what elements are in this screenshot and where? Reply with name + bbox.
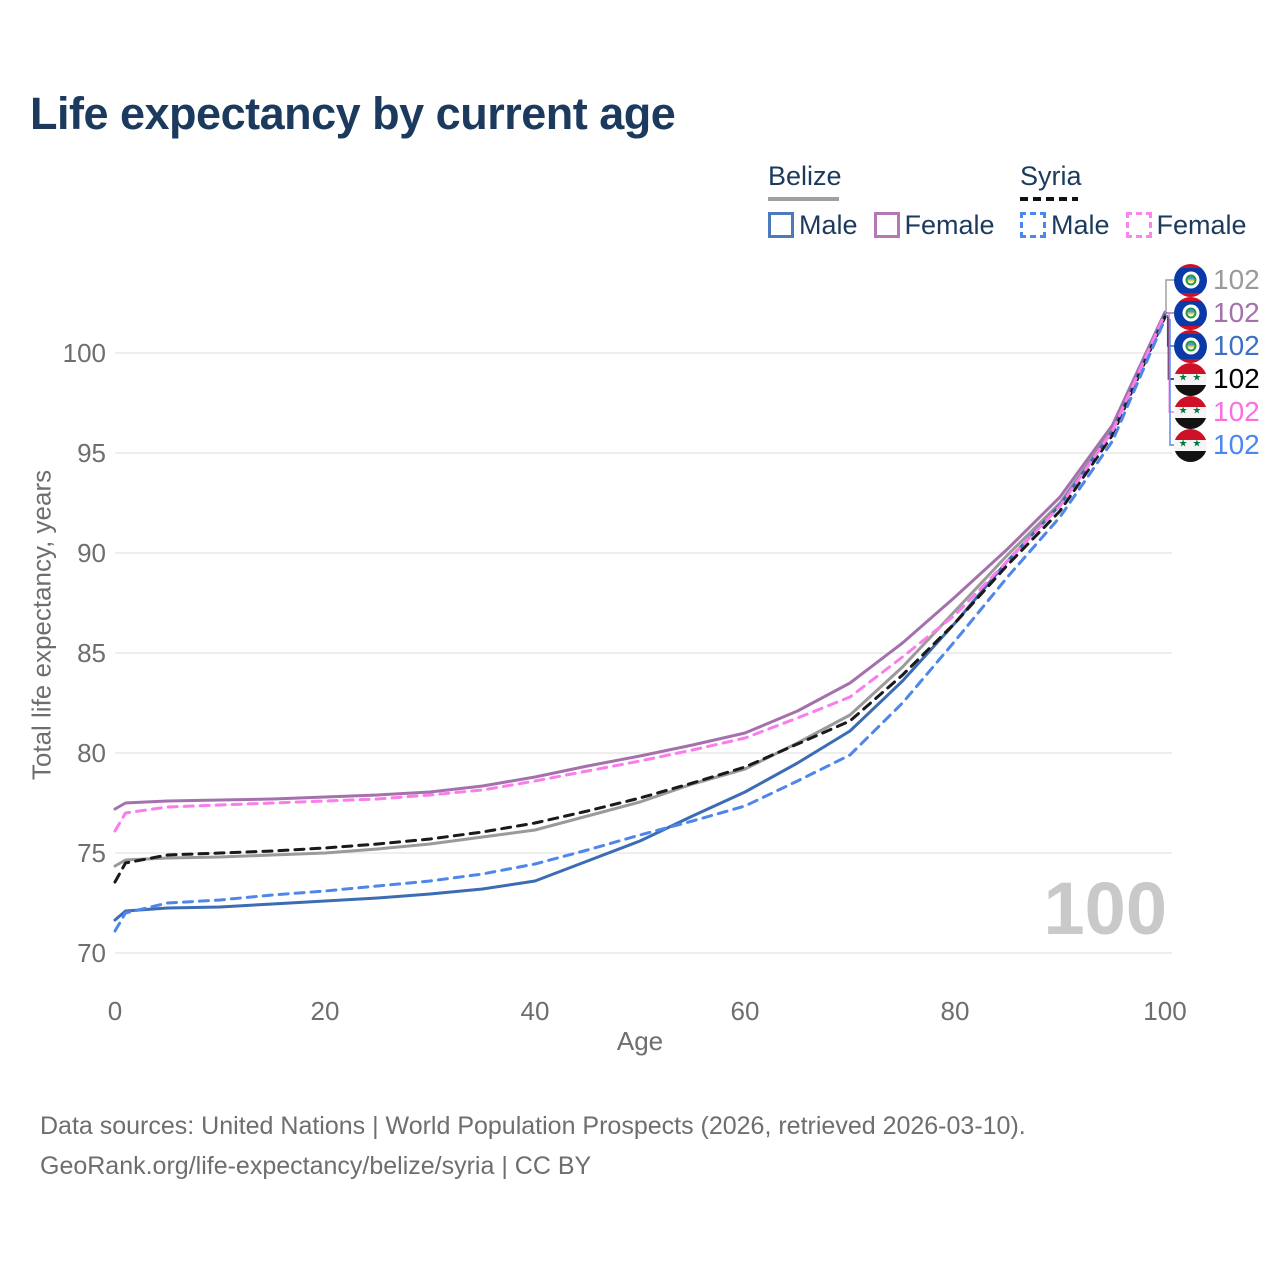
- legend-group-belize: Belize Male Female: [768, 161, 995, 241]
- end-value-label: 102: [1213, 264, 1260, 295]
- series-line-belize_total: [113, 312, 1167, 868]
- legend-swatch-belize-female[interactable]: [873, 212, 900, 239]
- belize-flag-icon: [1174, 263, 1207, 297]
- x-tick-label: 100: [1143, 996, 1187, 1026]
- syria-flag-icon: ★ ★: [1174, 395, 1207, 429]
- footer-url-line: GeoRank.org/life-expectancy/belize/syria…: [40, 1152, 592, 1180]
- label-connector-belize_male: [1166, 315, 1174, 347]
- end-label-row-belize_male: 102: [1174, 329, 1260, 363]
- syria-stars-icon: ★ ★: [1178, 405, 1203, 417]
- legend-country-belize[interactable]: Belize: [768, 161, 842, 191]
- series-line-belize_female: [113, 310, 1167, 811]
- age-counter: 100: [1043, 867, 1167, 950]
- syria-stars-icon: ★ ★: [1178, 372, 1203, 384]
- legend-item-belize-male[interactable]: Male: [768, 210, 858, 241]
- belize-flag-icon: [1174, 296, 1207, 330]
- legend-item-belize-female[interactable]: Female: [873, 209, 995, 241]
- end-label-row-syria_total: ★ ★ 102: [1174, 362, 1260, 396]
- syria-stars-icon: ★ ★: [1178, 438, 1203, 450]
- end-value-label: 102: [1213, 429, 1260, 460]
- end-value-label: 102: [1213, 330, 1260, 361]
- y-tick-label: 100: [62, 338, 106, 368]
- legend-item-syria-male[interactable]: Male: [1020, 210, 1110, 241]
- x-tick-label: 80: [940, 996, 970, 1026]
- x-tick-label: 40: [520, 996, 550, 1026]
- legend-label-syria-female: Female: [1156, 209, 1247, 240]
- label-connector-syria_total: [1167, 317, 1174, 380]
- end-label-row-syria_male: ★ ★ 102: [1174, 428, 1260, 462]
- legend-label-belize-female: Female: [904, 209, 995, 240]
- syria-flag-icon: ★ ★: [1174, 428, 1207, 462]
- y-axis-title: Total life expectancy, years: [26, 469, 57, 781]
- x-axis-title: Age: [616, 1026, 664, 1056]
- legend-swatch-belize-male[interactable]: [768, 212, 794, 239]
- series-line-syria_male: [113, 317, 1167, 933]
- legend-label-syria-male: Male: [1051, 209, 1110, 240]
- legend-swatch-syria-female[interactable]: [1125, 212, 1152, 239]
- end-label-row-syria_female: ★ ★ 102: [1174, 395, 1260, 429]
- legend-underline-belize: [768, 196, 839, 201]
- belize-flag-icon: [1174, 329, 1207, 363]
- y-tick-label: 85: [77, 638, 106, 668]
- label-connector-syria_male: [1169, 319, 1174, 446]
- y-tick-label: 70: [77, 938, 106, 968]
- y-tick-label: 95: [77, 438, 106, 468]
- label-connector-belize_female: [1166, 312, 1174, 314]
- end-value-label: 102: [1213, 297, 1260, 328]
- y-tick-label: 90: [77, 538, 106, 568]
- x-tick-label: 20: [310, 996, 340, 1026]
- legend-label-belize-male: Male: [799, 209, 858, 240]
- legend-swatch-syria-male[interactable]: [1020, 212, 1046, 239]
- y-tick-label: 75: [77, 838, 106, 868]
- end-label-row-belize_female: 102: [1174, 296, 1260, 330]
- end-value-label: 102: [1213, 363, 1260, 394]
- end-label-row-belize_total: 102: [1174, 263, 1260, 297]
- end-value-label: 102: [1213, 396, 1260, 427]
- x-tick-label: 60: [730, 996, 760, 1026]
- y-tick-label: 80: [77, 738, 106, 768]
- series-line-belize_male: [113, 313, 1167, 922]
- x-tick-label: 0: [107, 996, 123, 1026]
- series-line-syria_female: [113, 312, 1167, 833]
- page-title: Life expectancy by current age: [30, 88, 676, 139]
- label-connector-syria_female: [1168, 314, 1174, 413]
- series-line-syria_total: [113, 315, 1167, 884]
- footer-source-line: Data sources: United Nations | World Pop…: [40, 1112, 1026, 1140]
- label-connector-belize_total: [1165, 279, 1174, 314]
- footer: Data sources: United Nations | World Pop…: [40, 1106, 1026, 1186]
- syria-flag-icon: ★ ★: [1174, 362, 1207, 396]
- legend-underline-syria: [1020, 196, 1078, 201]
- legend-group-syria: Syria Male Female: [1020, 161, 1247, 241]
- legend-item-syria-female[interactable]: Female: [1125, 209, 1247, 241]
- legend-country-syria[interactable]: Syria: [1020, 161, 1082, 191]
